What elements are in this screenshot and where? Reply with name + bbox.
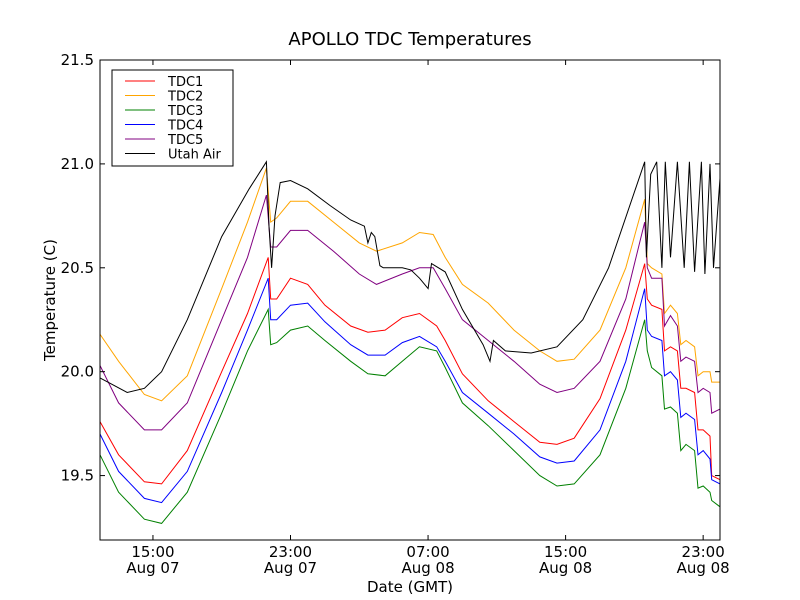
x-tick-label-time: 15:00	[131, 543, 174, 561]
series-line-tdc2	[100, 167, 720, 402]
legend-label: Utah Air	[168, 148, 221, 163]
x-tick-label-time: 23:00	[269, 543, 312, 561]
legend-label: TDC2	[167, 90, 203, 105]
legend-frame	[111, 69, 234, 167]
series-line-tdc1	[100, 257, 720, 485]
series-line-tdc3	[100, 307, 720, 524]
y-tick-label: 19.5	[61, 467, 94, 485]
x-tick-label-date: Aug 07	[126, 559, 179, 577]
x-tick-label-date: Aug 07	[264, 559, 317, 577]
legend-label: TDC1	[167, 75, 203, 90]
legend-label: TDC4	[167, 119, 203, 134]
y-axis-label: Temperature (C)	[41, 239, 59, 362]
x-tick-label-date: Aug 08	[539, 559, 592, 577]
series-group	[100, 160, 720, 524]
x-tick-label-time: 07:00	[406, 543, 449, 561]
plot-frame	[99, 59, 721, 541]
series-line-utah-air	[100, 160, 720, 394]
y-tick-label: 20.0	[61, 363, 94, 381]
legend-label: TDC5	[167, 133, 203, 148]
y-tick-label: 21.0	[61, 155, 94, 173]
x-tick-label-date: Aug 08	[677, 559, 730, 577]
chart-title: APOLLO TDC Temperatures	[288, 29, 531, 50]
y-axis: 19.5 20.0 20.5 21.0 21.5	[61, 51, 720, 485]
y-tick-label: 20.5	[61, 259, 94, 277]
series-line-tdc4	[100, 278, 720, 504]
series-line-tdc5	[100, 194, 720, 431]
legend-label: TDC3	[167, 104, 203, 119]
x-tick-label-time: 23:00	[682, 543, 725, 561]
x-axis-label: Date (GMT)	[367, 578, 453, 596]
x-tick-label-time: 15:00	[544, 543, 587, 561]
y-tick-label: 21.5	[61, 51, 94, 69]
x-tick-label-date: Aug 08	[401, 559, 454, 577]
